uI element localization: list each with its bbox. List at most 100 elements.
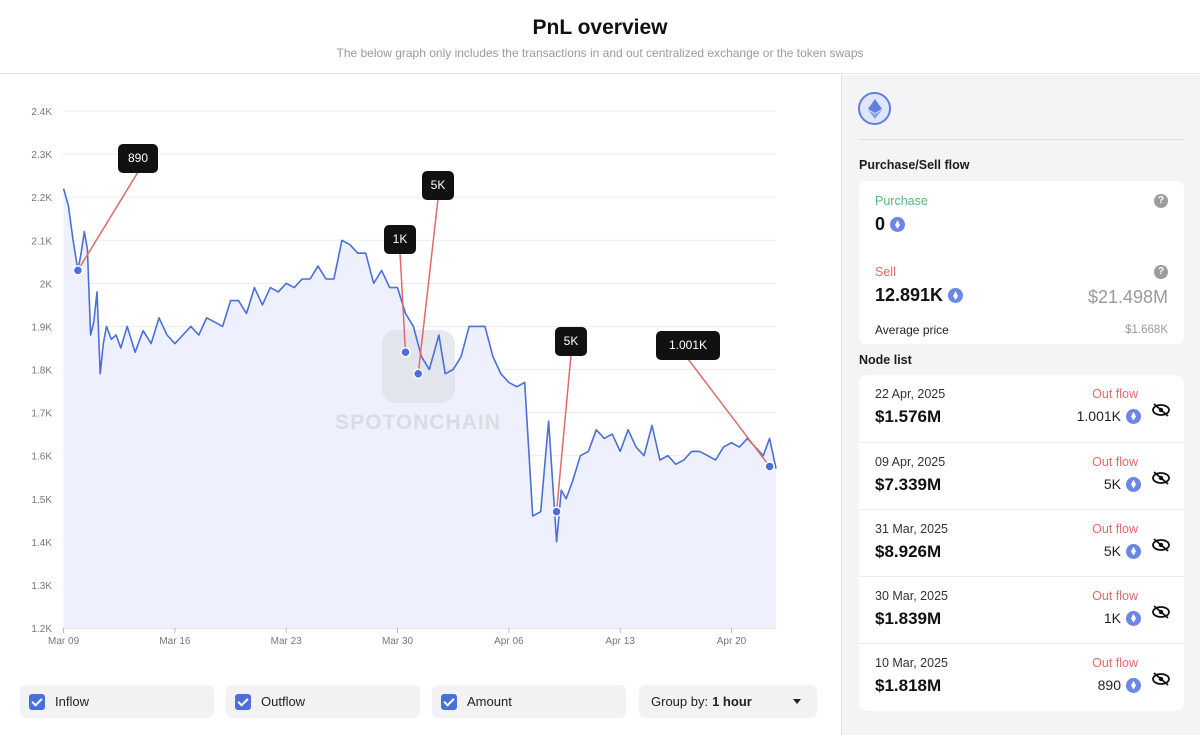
help-icon[interactable]: ? [1154, 265, 1168, 279]
checkbox-checked-icon [235, 693, 251, 710]
callout-point [412, 368, 424, 380]
callout-label: 1.001K [669, 338, 707, 352]
callout-box [384, 225, 416, 254]
x-tick-label: Apr 06 [494, 636, 524, 647]
callout-line [77, 171, 139, 271]
callout-label: 5K [564, 334, 579, 348]
eth-icon [1126, 677, 1141, 693]
chevron-down-icon [793, 699, 801, 704]
average-price-value: $1.668K [1125, 324, 1168, 336]
node-list: 22 Apr, 2025 $1.576M Out flow 1.001K 09 … [859, 375, 1184, 711]
eye-off-icon[interactable] [1152, 471, 1170, 485]
node-qty-value: 890 [1097, 677, 1121, 693]
node-amount: $8.926M [875, 542, 942, 561]
node-flow-type: Out flow [1092, 387, 1138, 401]
y-tick-label: 2.1K [31, 236, 52, 247]
average-price-label: Average price [875, 323, 949, 337]
callout-point [764, 461, 775, 472]
x-tick-label: Apr 20 [717, 636, 747, 647]
x-tick-label: Apr 13 [605, 636, 635, 647]
y-tick-label: 1.4K [31, 538, 52, 549]
node-date: 09 Apr, 2025 [875, 455, 946, 469]
callout-box [656, 331, 720, 360]
checkbox-checked-icon [441, 693, 457, 710]
x-tick-label: Mar 09 [48, 636, 80, 647]
callout-label: 1K [393, 232, 408, 246]
sell-value: 12.891K [875, 285, 964, 306]
y-tick-label: 1.7K [31, 409, 52, 420]
node-flow-type: Out flow [1092, 589, 1138, 603]
callout-label: 5K [431, 178, 446, 192]
ethereum-token-icon[interactable] [858, 92, 891, 125]
node-list-item[interactable]: 10 Mar, 2025 $1.818M Out flow 890 [859, 643, 1184, 710]
eye-off-icon[interactable] [1152, 672, 1170, 686]
sell-amount: 12.891K [875, 285, 944, 305]
eye-off-icon[interactable] [1152, 605, 1170, 619]
node-list-title: Node list [859, 353, 912, 367]
y-tick-label: 2.4K [31, 107, 52, 118]
node-list-item[interactable]: 09 Apr, 2025 $7.339M Out flow 5K [859, 442, 1184, 509]
node-amount: $1.839M [875, 609, 942, 628]
page-header: PnL overview The below graph only includ… [0, 0, 1200, 74]
help-icon[interactable]: ? [1154, 194, 1168, 208]
eye-off-icon[interactable] [1152, 403, 1170, 417]
purchase-label: Purchase [875, 194, 928, 208]
node-amount: $1.576M [875, 407, 942, 426]
node-qty-value: 5K [1103, 476, 1121, 492]
y-tick-label: 2.3K [31, 150, 52, 161]
callout-point [400, 347, 411, 358]
chart-svg[interactable]: 1.2K 1.3K 1.4K 1.5K 1.6K 1.7K 1.8K 1.9K 2K 2.1K 2.… [0, 75, 840, 675]
series-area [63, 188, 776, 628]
node-quantity: 5K [1104, 476, 1141, 492]
page-title: PnL overview [532, 16, 668, 39]
y-tick-label: 1.5K [31, 495, 52, 506]
callout-box [118, 144, 158, 173]
callout-label: 890 [128, 151, 148, 165]
eth-icon [948, 288, 964, 303]
inflow-checkbox[interactable]: Inflow [20, 685, 214, 718]
y-tick-label: 2K [40, 279, 53, 290]
y-tick-label: 1.9K [31, 322, 52, 333]
node-quantity: 1K [1104, 610, 1141, 626]
node-list-item[interactable]: 22 Apr, 2025 $1.576M Out flow 1.001K [859, 375, 1184, 442]
watermark-text: SPOTONCHAIN [335, 411, 501, 434]
node-flow-type: Out flow [1092, 522, 1138, 536]
amount-checkbox[interactable]: Amount [432, 685, 626, 718]
node-date: 10 Mar, 2025 [875, 656, 948, 670]
sell-label: Sell [875, 265, 896, 279]
y-tick-label: 1.8K [31, 366, 52, 377]
pnl-chart[interactable]: 1.2K 1.3K 1.4K 1.5K 1.6K 1.7K 1.8K 1.9K 2K 2.1K 2.… [0, 75, 840, 735]
sell-usd-value: $21.498M [1087, 287, 1168, 307]
node-date: 31 Mar, 2025 [875, 522, 948, 536]
node-list-item[interactable]: 31 Mar, 2025 $8.926M Out flow 5K [859, 509, 1184, 576]
checkbox-checked-icon [29, 693, 45, 710]
node-flow-type: Out flow [1092, 455, 1138, 469]
eye-off-icon[interactable] [1152, 538, 1170, 552]
node-amount: $1.818M [875, 676, 942, 695]
callout-line [555, 354, 572, 512]
x-tick-label: Mar 23 [271, 636, 303, 647]
purchase-sell-title: Purchase/Sell flow [859, 158, 970, 172]
node-quantity: 1.001K [1077, 408, 1141, 424]
outflow-checkbox[interactable]: Outflow [226, 685, 420, 718]
divider [858, 139, 1185, 140]
callout-box [422, 171, 454, 200]
purchase-amount: 0 [875, 214, 886, 234]
eth-icon [1126, 610, 1141, 626]
y-tick-label: 2.2K [31, 193, 52, 204]
callout-box [555, 327, 587, 356]
purchase-sell-card: Purchase ? 0 Sell ? 12.891K $21.498M Ave… [859, 181, 1184, 344]
node-date: 30 Mar, 2025 [875, 589, 948, 603]
sidebar: Purchase/Sell flow Purchase ? 0 Sell ? 1… [841, 75, 1200, 735]
node-flow-type: Out flow [1092, 656, 1138, 670]
node-qty-value: 5K [1103, 543, 1121, 559]
node-list-item[interactable]: 30 Mar, 2025 $1.839M Out flow 1K [859, 576, 1184, 643]
group-by-label: Group by: [651, 694, 709, 709]
eth-icon [1126, 408, 1141, 424]
node-quantity: 5K [1104, 543, 1141, 559]
node-date: 22 Apr, 2025 [875, 387, 946, 401]
node-quantity: 890 [1098, 677, 1141, 693]
group-by-select[interactable]: Group by: 1 hour [639, 685, 817, 718]
callout-point [72, 265, 84, 276]
node-qty-value: 1.001K [1076, 408, 1121, 424]
